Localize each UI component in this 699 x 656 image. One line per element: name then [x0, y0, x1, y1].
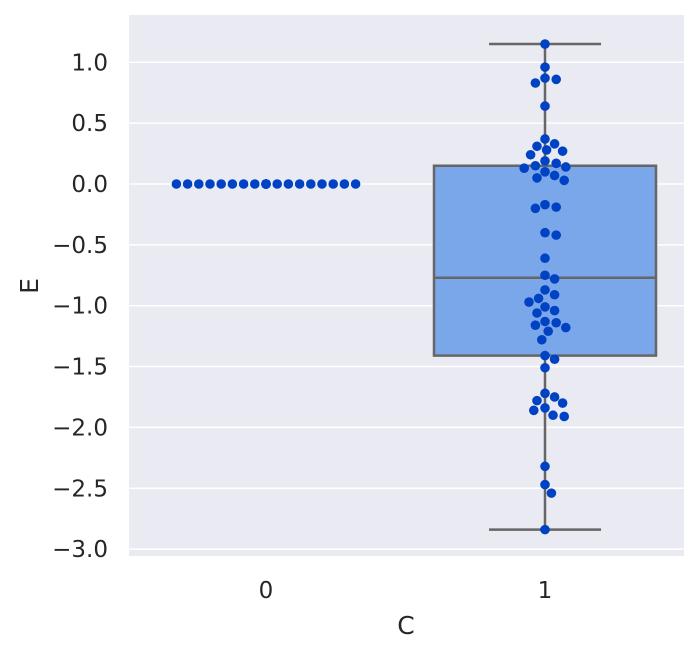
swarm-point — [540, 134, 550, 144]
swarm-point — [543, 326, 553, 337]
swarm-point — [551, 202, 561, 212]
swarm-point — [532, 173, 542, 183]
swarm-point — [532, 141, 542, 152]
swarm-point — [540, 285, 550, 295]
swarm-point — [540, 253, 550, 264]
swarm-point — [261, 179, 271, 189]
swarm-point — [540, 156, 550, 166]
swarm-point — [182, 179, 193, 189]
swarm-point — [328, 179, 339, 189]
swarm-point — [561, 162, 571, 172]
swarm-point — [549, 139, 560, 149]
swarm-point — [551, 158, 561, 169]
swarm-point — [549, 354, 560, 365]
swarm-point — [283, 179, 294, 189]
swarm-point — [339, 179, 350, 189]
swarm-point — [540, 461, 550, 472]
swarm-point — [559, 411, 569, 422]
y-tick-labels: 1.0 0.5 0.0 −0.5 −1.0 −1.5 −2.0 −2.5 −3.0 — [52, 50, 108, 563]
swarm-points — [171, 39, 571, 535]
y-axis-label: E — [15, 278, 44, 294]
swarm-point — [540, 39, 550, 49]
swarm-point — [530, 203, 541, 214]
y-tick-label: −3.0 — [52, 537, 108, 563]
swarm-point — [540, 350, 550, 361]
swarm-point — [250, 179, 260, 189]
swarm-point — [519, 163, 529, 173]
swarm-point — [549, 289, 560, 300]
swarm-point — [238, 179, 249, 189]
swarm-point — [557, 146, 568, 156]
y-tick-label: −2.0 — [52, 415, 108, 441]
swarm-point — [537, 334, 547, 345]
y-tick-label: 1.0 — [71, 50, 108, 76]
swarm-point — [540, 403, 550, 413]
swarm-point — [294, 179, 305, 189]
swarm-point — [530, 320, 541, 330]
swarm-point — [350, 179, 361, 189]
swarm-point — [551, 74, 561, 85]
swarm-point — [524, 297, 534, 307]
swarm-point — [540, 73, 550, 83]
y-tick-label: −2.5 — [52, 476, 108, 502]
swarm-point — [540, 101, 550, 111]
swarm-point — [171, 179, 182, 189]
swarm-point — [272, 179, 283, 189]
swarm-point — [540, 388, 550, 399]
y-tick-label: −1.0 — [52, 294, 108, 320]
swarm-point — [540, 199, 550, 210]
swarm-point — [306, 179, 316, 189]
swarm-point — [540, 362, 550, 373]
swarm-point — [540, 316, 550, 327]
swarm-point — [540, 62, 550, 72]
swarm-point — [540, 479, 550, 490]
swarm-point — [540, 270, 550, 281]
swarm-point — [530, 160, 541, 171]
x-axis-label: C — [397, 611, 414, 640]
swarm-point — [541, 145, 552, 155]
swarm-point — [557, 398, 568, 408]
swarm-point — [525, 149, 536, 160]
swarm-point — [540, 302, 550, 312]
swarm-point — [317, 179, 327, 189]
y-tick-label: −0.5 — [52, 233, 108, 259]
swarm-point — [540, 524, 550, 535]
y-tick-label: 0.0 — [71, 172, 108, 198]
swarm-point — [532, 308, 542, 318]
swarm-point — [551, 230, 561, 240]
swarm-point — [530, 78, 541, 88]
swarm-point — [533, 293, 544, 304]
y-tick-label: −1.5 — [52, 355, 108, 381]
swarm-point — [551, 317, 561, 328]
swarm-point — [549, 392, 560, 402]
swarm-point — [546, 488, 557, 498]
x-tick-label: 0 — [259, 578, 274, 604]
swarm-point — [549, 170, 560, 181]
swarm-point — [549, 305, 560, 316]
swarm-point — [227, 179, 238, 189]
swarm-point — [194, 179, 204, 189]
x-tick-label: 1 — [538, 578, 553, 604]
swarm-point — [216, 179, 226, 189]
swarm-point — [548, 410, 558, 421]
swarm-point — [205, 179, 215, 189]
swarm-point — [549, 274, 560, 284]
swarm-point — [540, 227, 550, 238]
swarm-point — [532, 395, 542, 406]
swarm-point — [559, 175, 569, 186]
swarm-point — [540, 167, 550, 177]
swarm-point — [529, 405, 539, 416]
y-tick-label: 0.5 — [71, 111, 108, 137]
swarm-point — [561, 322, 571, 333]
